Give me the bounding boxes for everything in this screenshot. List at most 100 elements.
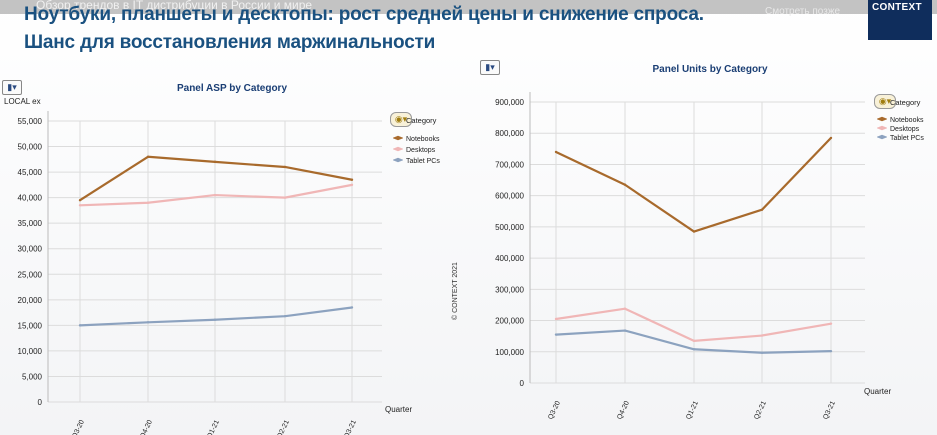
data-point [692,339,696,343]
data-point [78,204,82,207]
data-point [692,348,696,351]
legend-label: Tablet PCs [890,135,924,142]
y-tick-label: 30,000 [18,245,43,254]
legend-label: Desktops [406,147,436,154]
series-line-tablet-pcs [79,306,353,327]
y-tick-label: 25,000 [18,270,43,279]
y-tick-label: 45,000 [18,168,43,177]
x-tick-label: Q3-20 [547,400,562,421]
data-point [213,318,217,321]
video-title[interactable]: Обзор трендов в IT дистрибуции в России … [36,0,313,12]
legend-label: Tablet PCs [406,158,440,165]
y-tick-label: 500,000 [495,223,524,232]
watch-later-button[interactable]: Смотреть позже [765,6,841,17]
legend-label: Notebooks [890,117,924,124]
data-point [829,322,833,325]
legend-marker [876,125,888,131]
data-point [146,201,150,204]
x-tick-label: Q1-21 [206,419,221,435]
chart-title: Panel ASP by Category [177,83,287,94]
data-point [350,178,354,181]
data-point [692,230,696,233]
x-tick-label: Q2-21 [753,400,768,421]
data-point [829,136,833,140]
x-tick-label: Q4-20 [139,419,154,435]
chart-type-toggle-left[interactable]: ▮▾ [2,80,22,95]
y-tick-label: 10,000 [18,347,43,356]
y-tick-label: 50,000 [18,143,43,152]
x-axis-label: Quarter [385,405,412,414]
data-point [760,351,764,354]
y-tick-label: 800,000 [495,129,524,138]
x-tick-label: Q2-21 [276,419,291,435]
x-tick-label: Q3-21 [822,400,837,421]
y-tick-label: 300,000 [495,285,524,294]
y-tick-label: 5,000 [22,372,43,381]
series-line-tablet-pcs [555,329,832,354]
legend-filter-toggle-left[interactable]: ◉▾ [390,112,412,127]
data-point [623,307,627,310]
x-tick-label: Q3-20 [71,419,86,435]
legend-marker [392,157,404,163]
series-line-desktops [79,183,353,207]
legend-marker [392,135,404,141]
data-point [78,198,82,202]
context-logo [868,0,932,40]
y-tick-label: 0 [38,398,43,407]
legend-marker [876,134,888,140]
chart-type-toggle-right[interactable]: ▮▾ [480,60,500,75]
y-tick-label: 400,000 [495,254,524,263]
y-tick-label: 40,000 [18,194,43,203]
y-tick-label: 35,000 [18,219,43,228]
data-point [554,317,558,321]
filter-icon: ◉▾ [394,114,408,124]
slide-title-line2: Шанс для восстановления маржинальности [24,32,436,53]
series-line-desktops [555,307,832,342]
series-line-notebooks [79,155,353,202]
x-axis-label: Quarter [864,387,891,396]
video-overlay-bar: Обзор трендов в IT дистрибуции в России … [0,0,937,14]
filter-icon: ◉▾ [878,96,892,106]
legend-label: Desktops [890,126,920,133]
data-point [760,208,764,211]
y-tick-label: 55,000 [18,117,43,126]
data-point [554,333,558,336]
y-axis-label: LOCAL ex [4,97,41,106]
data-point [829,349,833,353]
bar-chart-icon: ▮▾ [7,82,17,92]
y-tick-label: 20,000 [18,296,43,305]
data-point [283,314,287,318]
y-tick-label: 100,000 [495,348,524,357]
data-point [554,150,558,154]
context-logo-text: CONTEXT [872,2,922,13]
x-tick-label: Q3-21 [343,419,358,435]
data-point [623,329,627,332]
slide-title-line1: Ноутбуки, планшеты и десктопы: рост сред… [24,4,704,25]
x-tick-label: Q4-20 [616,400,631,421]
x-tick-label: Q1-21 [685,400,700,421]
data-point [350,183,354,187]
y-tick-label: 600,000 [495,192,524,201]
data-point [283,196,287,199]
y-tick-label: 700,000 [495,160,524,169]
bar-chart-icon: ▮▾ [485,62,495,72]
data-point [350,306,354,309]
legend-marker [392,146,404,152]
chart-title: Panel Units by Category [652,64,767,75]
legend-marker [876,116,888,122]
legend-label: Notebooks [406,136,440,143]
y-tick-label: 15,000 [18,321,43,330]
data-point [213,193,217,197]
y-tick-label: 900,000 [495,98,524,107]
series-line-notebooks [555,137,832,233]
legend-filter-toggle-right[interactable]: ◉▾ [874,94,896,109]
data-point [146,321,150,324]
y-tick-label: 200,000 [495,317,524,326]
data-point [78,324,82,327]
data-point [283,165,287,169]
copyright-text: © CONTEXT 2021 [452,262,459,320]
data-point [760,334,764,337]
data-point [146,155,150,158]
